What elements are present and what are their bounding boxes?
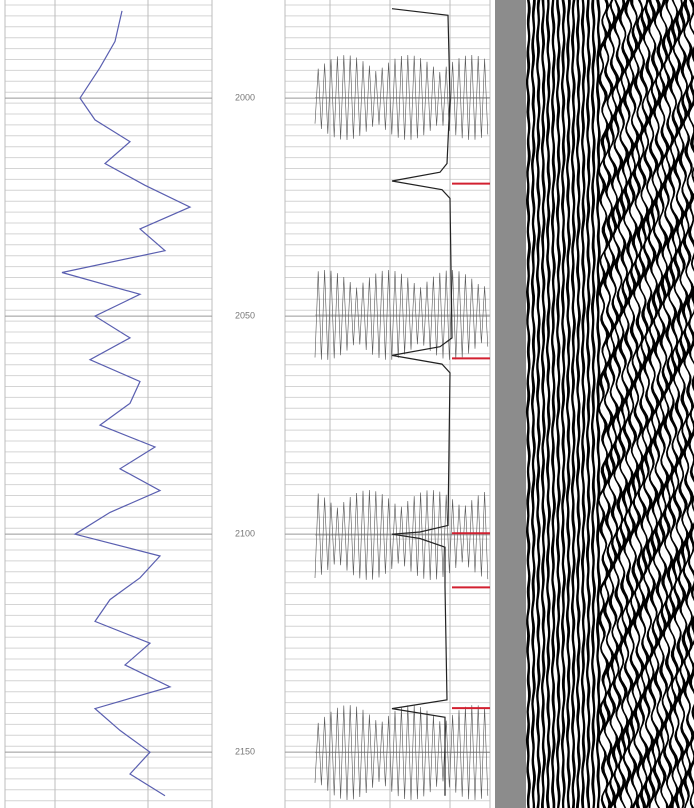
depth-label: 2100 [235,529,255,539]
depth-label: 2000 [235,92,255,102]
page: {"chart_data": [ {"type": "line", "color… [0,0,694,808]
depth-label: 2050 [235,311,255,321]
depth-label: 2150 [235,747,255,757]
seismic-gap [495,0,526,808]
well-log-display: 2000 2050 2100 2150 [0,0,694,808]
